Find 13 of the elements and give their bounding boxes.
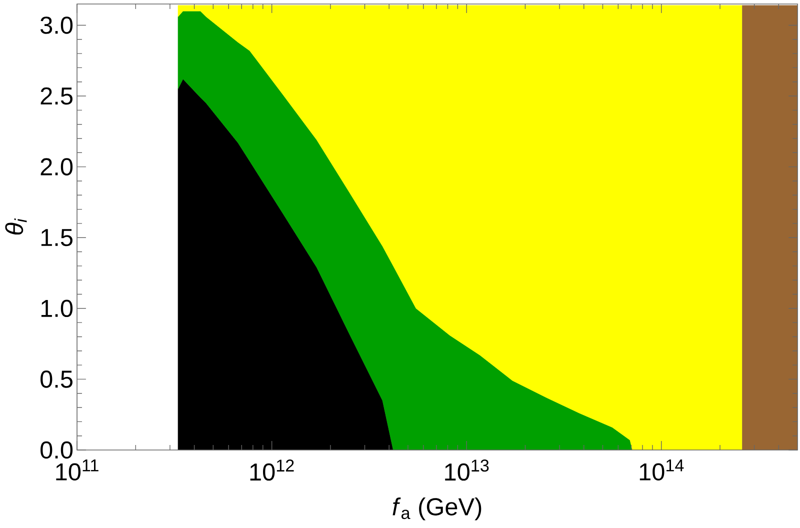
y-axis-title: θ$_{i}$ xyxy=(5,218,27,235)
x-tick-label: 10$^{12}$ xyxy=(250,460,294,481)
y-tick-label: 1.0 xyxy=(41,300,73,318)
y-tick-label: 1.5 xyxy=(41,229,72,246)
y-tick-label: 2.5 xyxy=(40,87,72,105)
x-tick-label: 10$^{14}$ xyxy=(640,460,684,481)
x-tick-label: 10$^{13}$ xyxy=(445,460,489,481)
x-tick-label: 10$^{11}$ xyxy=(56,460,98,481)
y-tick-label: 3.0 xyxy=(40,16,73,34)
y-tick-label: 0.5 xyxy=(40,370,72,388)
y-tick-label: 0.0 xyxy=(40,441,73,459)
x-axis-title: f$_{a}$ (GeV) xyxy=(392,498,482,520)
y-tick-label: 2.0 xyxy=(40,158,73,176)
